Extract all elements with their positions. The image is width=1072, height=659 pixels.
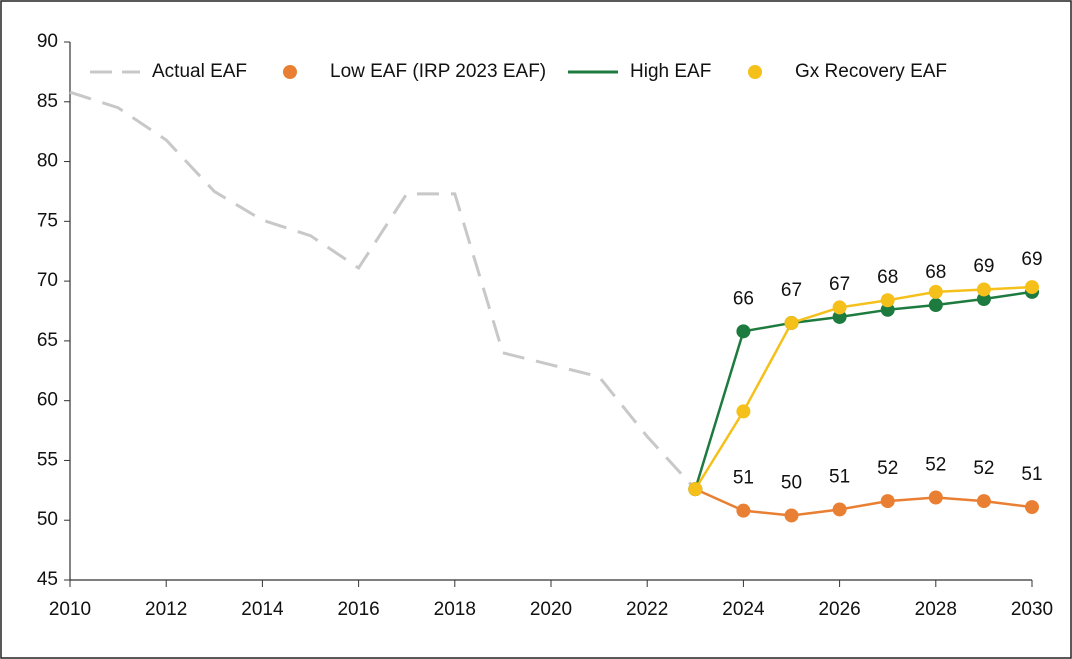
marker — [880, 302, 895, 317]
y-tick-label: 45 — [37, 569, 58, 590]
series-line — [694, 290, 1033, 490]
y-tick-label: 60 — [37, 390, 58, 411]
x-tick-label: 2022 — [626, 599, 668, 620]
marker — [928, 284, 943, 299]
marker — [736, 404, 751, 419]
legend-symbol — [748, 65, 762, 79]
data-label: 52 — [973, 458, 994, 479]
legend-label: Low EAF (IRP 2023 EAF) — [330, 61, 546, 82]
x-tick-label: 2028 — [915, 599, 957, 620]
legend-label: Actual EAF — [152, 61, 247, 82]
x-tick-label: 2024 — [722, 599, 765, 620]
legend-symbol — [283, 65, 297, 79]
marker — [688, 482, 703, 497]
y-tick-label: 80 — [37, 151, 58, 172]
y-tick-label: 75 — [37, 210, 58, 231]
series-line — [69, 90, 697, 491]
x-tick-label: 2030 — [1011, 599, 1053, 620]
y-tick-label: 50 — [37, 509, 58, 530]
marker — [928, 298, 943, 313]
marker — [1025, 500, 1039, 515]
marker — [880, 293, 895, 308]
data-label: 51 — [733, 468, 754, 489]
data-label: 67 — [829, 274, 850, 295]
marker — [880, 494, 895, 509]
y-tick-label: 90 — [37, 31, 58, 52]
data-label: 69 — [973, 256, 994, 277]
marker — [976, 292, 991, 307]
data-label: 51 — [829, 466, 850, 487]
series-line — [694, 487, 1033, 517]
x-tick-label: 2014 — [241, 599, 284, 620]
data-label: 52 — [925, 455, 946, 476]
x-tick-label: 2020 — [530, 599, 572, 620]
y-tick-label: 70 — [37, 270, 58, 291]
marker — [976, 282, 991, 297]
data-label: 51 — [1021, 464, 1042, 485]
x-tick-label: 2012 — [145, 599, 187, 620]
marker — [976, 494, 991, 509]
x-tick-label: 2010 — [49, 599, 91, 620]
y-tick-label: 85 — [37, 91, 58, 112]
marker — [832, 300, 847, 315]
data-label: 68 — [877, 267, 898, 288]
marker — [832, 309, 847, 324]
data-label: 68 — [925, 262, 946, 283]
data-label: 66 — [733, 288, 754, 309]
x-tick-label: 2026 — [818, 599, 860, 620]
data-label: 50 — [781, 472, 802, 493]
data-label: 69 — [1021, 249, 1042, 270]
marker — [784, 508, 799, 523]
data-label: 67 — [781, 280, 802, 301]
y-tick-label: 55 — [37, 449, 58, 470]
marker — [736, 324, 751, 339]
y-tick-label: 65 — [37, 330, 58, 351]
marker — [832, 502, 847, 517]
marker — [1025, 280, 1039, 295]
marker — [736, 503, 751, 518]
legend-label: Gx Recovery EAF — [795, 61, 947, 82]
marker — [928, 490, 943, 505]
x-tick-label: 2016 — [337, 599, 379, 620]
data-label: 52 — [877, 458, 898, 479]
marker — [784, 315, 799, 330]
series-line — [694, 285, 1033, 490]
x-tick-label: 2018 — [434, 599, 476, 620]
legend-label: High EAF — [630, 61, 711, 82]
